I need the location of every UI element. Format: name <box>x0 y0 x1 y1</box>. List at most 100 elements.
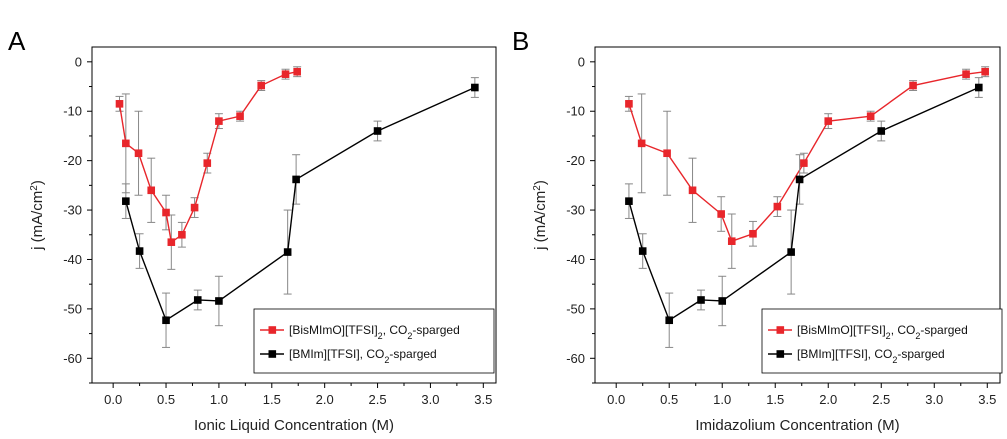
data-point <box>281 70 290 78</box>
data-point <box>293 67 301 76</box>
x-axis-title: Ionic Liquid Concentration (M) <box>194 417 394 434</box>
x-tick-label: 3.5 <box>978 392 996 407</box>
data-point <box>625 197 633 205</box>
y-tick-label: -60 <box>63 351 82 366</box>
x-tick-label: 0.0 <box>607 392 625 407</box>
y-axis-title: j (mA/cm2) <box>29 180 47 251</box>
data-point <box>795 175 804 184</box>
legend-label: [BisMImO][TFSI]2, CO2-sparged <box>289 323 460 341</box>
data-point <box>283 248 292 256</box>
x-tick-label: 0.0 <box>104 392 122 407</box>
data-point <box>190 203 199 212</box>
y-tick-label: -20 <box>566 153 585 168</box>
y-tick-label: 0 <box>75 54 82 69</box>
legend-box <box>253 308 495 374</box>
x-tick-label: 3.0 <box>421 392 439 407</box>
legend-marker <box>776 326 785 334</box>
legend-box <box>761 308 1003 374</box>
y-tick-label: -20 <box>63 153 82 168</box>
data-point <box>292 175 300 184</box>
plot-frame <box>594 46 1001 384</box>
legend-marker <box>776 350 785 358</box>
data-point <box>800 159 808 167</box>
x-tick-label: 0.5 <box>660 392 678 407</box>
x-axis-title: Imidazolium Concentration (M) <box>695 417 899 434</box>
series-line <box>125 86 476 322</box>
data-point <box>688 186 697 195</box>
x-tick-label: 2.0 <box>819 392 837 407</box>
data-point <box>866 112 875 120</box>
data-point <box>637 139 646 148</box>
data-point <box>727 237 736 245</box>
plot-frame <box>91 46 497 384</box>
y-tick-label: -50 <box>63 301 82 316</box>
legend-marker <box>268 350 277 358</box>
x-tick-label: 2.5 <box>872 392 890 407</box>
data-point <box>147 186 156 195</box>
series-line <box>628 86 980 322</box>
data-point <box>718 297 727 305</box>
panel-label: A <box>8 26 26 56</box>
data-point <box>471 83 479 92</box>
data-point <box>115 100 124 108</box>
data-point <box>909 81 917 90</box>
y-tick-label: -60 <box>566 351 585 366</box>
data-point <box>134 149 143 158</box>
x-tick-label: 2.0 <box>316 392 334 407</box>
data-point <box>974 83 983 92</box>
x-tick-label: 3.5 <box>474 392 492 407</box>
series-line <box>118 71 298 244</box>
data-point <box>215 117 223 125</box>
x-tick-label: 1.5 <box>263 392 281 407</box>
data-point <box>193 296 202 304</box>
x-tick-label: 3.0 <box>925 392 943 407</box>
data-point <box>135 247 144 255</box>
x-tick-label: 0.5 <box>157 392 175 407</box>
x-tick-label: 2.5 <box>369 392 387 407</box>
y-tick-label: -10 <box>63 104 82 119</box>
data-point <box>663 149 671 158</box>
series-0 <box>624 66 990 269</box>
series-0 <box>115 66 302 270</box>
chart-panel-B: B 0.0 0.5 1.0 1.5 2.0 2.5 3.0 3.5 0 -10 -20 -30 -40 -5… <box>512 26 1003 434</box>
data-point <box>122 197 130 205</box>
data-point <box>638 247 647 255</box>
y-tick-label: 0 <box>578 54 585 69</box>
x-tick-label: 1.0 <box>713 392 731 407</box>
data-point <box>236 112 244 120</box>
data-point <box>981 67 989 76</box>
legend: [BisMImO][TFSI]2, CO2-sparged [BMIm][TFSI… <box>761 308 1003 374</box>
series-line <box>628 71 986 243</box>
data-point <box>215 297 223 305</box>
data-point <box>162 208 170 217</box>
series-1 <box>624 77 983 348</box>
data-point <box>167 238 176 246</box>
data-point <box>373 127 382 135</box>
data-point <box>162 316 170 325</box>
y-tick-label: -50 <box>566 301 585 316</box>
data-point <box>122 139 130 148</box>
data-point <box>178 230 186 239</box>
y-tick-label: -30 <box>566 203 585 218</box>
data-point <box>787 248 795 256</box>
data-point <box>717 210 725 218</box>
legend: [BisMImO][TFSI]2, CO2-sparged [BMIm][TFSI… <box>253 308 495 374</box>
series-1 <box>121 77 479 348</box>
x-tick-label: 1.0 <box>210 392 228 407</box>
y-tick-label: -30 <box>63 203 82 218</box>
data-point <box>877 127 886 135</box>
legend-label: [BMIm][TFSI], CO2-sparged <box>289 347 437 365</box>
legend-label: [BisMImO][TFSI]2, CO2-sparged <box>797 323 968 341</box>
data-point <box>962 70 970 78</box>
legend-label: [BMIm][TFSI], CO2-sparged <box>797 347 945 365</box>
y-tick-label: -10 <box>566 104 585 119</box>
y-tick-label: -40 <box>566 252 585 267</box>
data-point <box>257 81 266 90</box>
chart-panel-A: A 0.0 0.5 1.0 1.5 2.0 2.5 3.0 3.5 0 -10 -20 -30 -40 -5… <box>8 26 497 434</box>
data-point <box>203 159 212 167</box>
data-point <box>824 117 833 125</box>
data-point <box>697 296 705 304</box>
y-tick-label: -40 <box>63 252 82 267</box>
x-tick-label: 1.5 <box>766 392 784 407</box>
